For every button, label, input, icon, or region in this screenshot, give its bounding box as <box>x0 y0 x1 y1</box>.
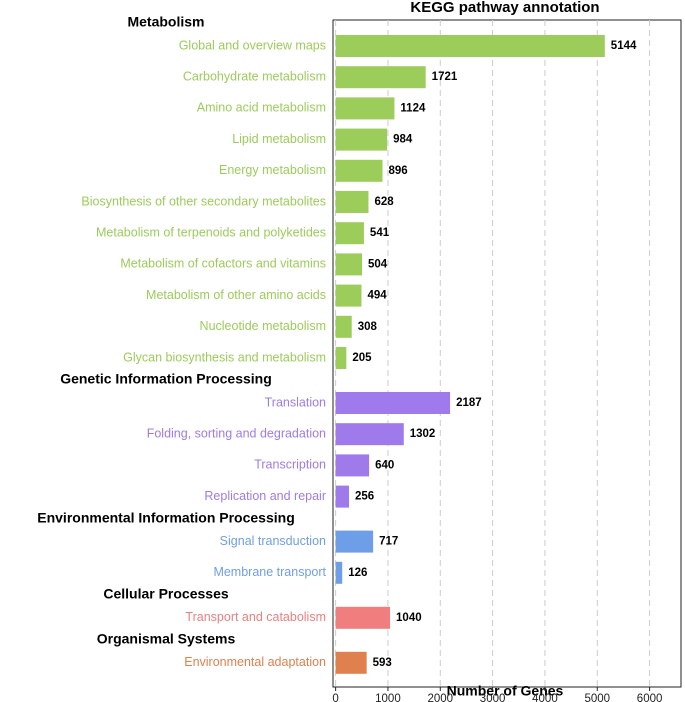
y-tick-label: Lipid metabolism <box>232 132 326 146</box>
y-tick-label: Environmental adaptation <box>184 655 326 669</box>
y-tick-label: Metabolism of terpenoids and polyketides <box>96 225 326 239</box>
value-label: 984 <box>393 134 413 146</box>
bar <box>335 66 426 89</box>
x-tick-label: 6000 <box>637 693 663 702</box>
value-label: 717 <box>379 536 398 548</box>
x-axis-label: Number of Genes <box>447 683 564 699</box>
bar <box>335 454 370 477</box>
x-tick-label: 5000 <box>584 693 610 702</box>
y-tick-label: Global and overview maps <box>179 38 326 52</box>
y-tick-label: Amino acid metabolism <box>197 101 326 115</box>
group-label: Cellular Processes <box>103 586 229 602</box>
y-tick-label: Signal transduction <box>220 534 326 548</box>
y-tick-label: Replication and repair <box>204 489 326 503</box>
bar <box>335 253 362 276</box>
bar <box>335 222 364 245</box>
value-label: 593 <box>373 657 392 669</box>
y-tick-label: Biosynthesis of other secondary metaboli… <box>81 194 326 208</box>
value-label: 1721 <box>432 71 458 83</box>
bar <box>335 128 388 151</box>
value-label: 205 <box>352 352 372 364</box>
bar <box>335 191 369 213</box>
plot-frame <box>332 19 682 688</box>
bar <box>335 561 343 584</box>
chart-title: KEGG pathway annotation <box>410 0 599 16</box>
value-label: 504 <box>368 258 388 270</box>
y-tick-label: Folding, sorting and degradation <box>147 426 326 440</box>
bar <box>335 392 451 414</box>
value-label: 628 <box>374 196 394 208</box>
bar <box>335 347 347 369</box>
value-label: 126 <box>348 567 367 579</box>
group-label: Organismal Systems <box>97 631 236 647</box>
bar <box>335 315 352 338</box>
bar <box>335 35 605 57</box>
value-label: 1040 <box>396 612 422 624</box>
value-label: 541 <box>370 227 390 239</box>
y-tick-label: Transport and catabolism <box>185 610 326 624</box>
bar <box>335 159 383 182</box>
y-tick-label: Glycan biosynthesis and metabolism <box>123 350 326 364</box>
x-tick-label: 0 <box>332 693 338 702</box>
x-tick-label: 2000 <box>427 693 453 702</box>
x-tick-label: 4000 <box>532 693 558 702</box>
group-label: Genetic Information Processing <box>60 371 272 387</box>
bar <box>335 606 391 629</box>
value-label: 1302 <box>410 428 436 440</box>
value-label: 640 <box>375 459 394 471</box>
y-tick-label: Carbohydrate metabolism <box>183 69 326 83</box>
value-label: 494 <box>367 290 387 302</box>
y-tick-label: Nucleotide metabolism <box>200 319 326 333</box>
y-tick-label: Energy metabolism <box>219 163 326 177</box>
value-label: 2187 <box>456 397 482 409</box>
value-label: 1124 <box>400 102 426 114</box>
bar <box>335 530 374 553</box>
value-label: 5144 <box>611 40 637 52</box>
bar <box>335 651 367 674</box>
group-label: Metabolism <box>127 14 204 30</box>
value-label: 896 <box>389 165 408 177</box>
y-tick-label: Metabolism of other amino acids <box>146 288 326 302</box>
y-tick-label: Translation <box>265 395 326 409</box>
bar <box>335 97 395 120</box>
value-label: 308 <box>358 321 378 333</box>
x-tick-label: 1000 <box>375 693 401 702</box>
group-label: Environmental Information Processing <box>37 509 295 525</box>
bar <box>335 284 362 307</box>
y-tick-label: Transcription <box>254 458 326 472</box>
y-tick-label: Metabolism of cofactors and vitamins <box>120 257 326 271</box>
y-tick-label: Membrane transport <box>213 565 326 579</box>
value-label: 256 <box>355 491 374 503</box>
bar <box>335 485 350 508</box>
x-tick-label: 3000 <box>480 693 506 702</box>
bar <box>335 423 404 446</box>
